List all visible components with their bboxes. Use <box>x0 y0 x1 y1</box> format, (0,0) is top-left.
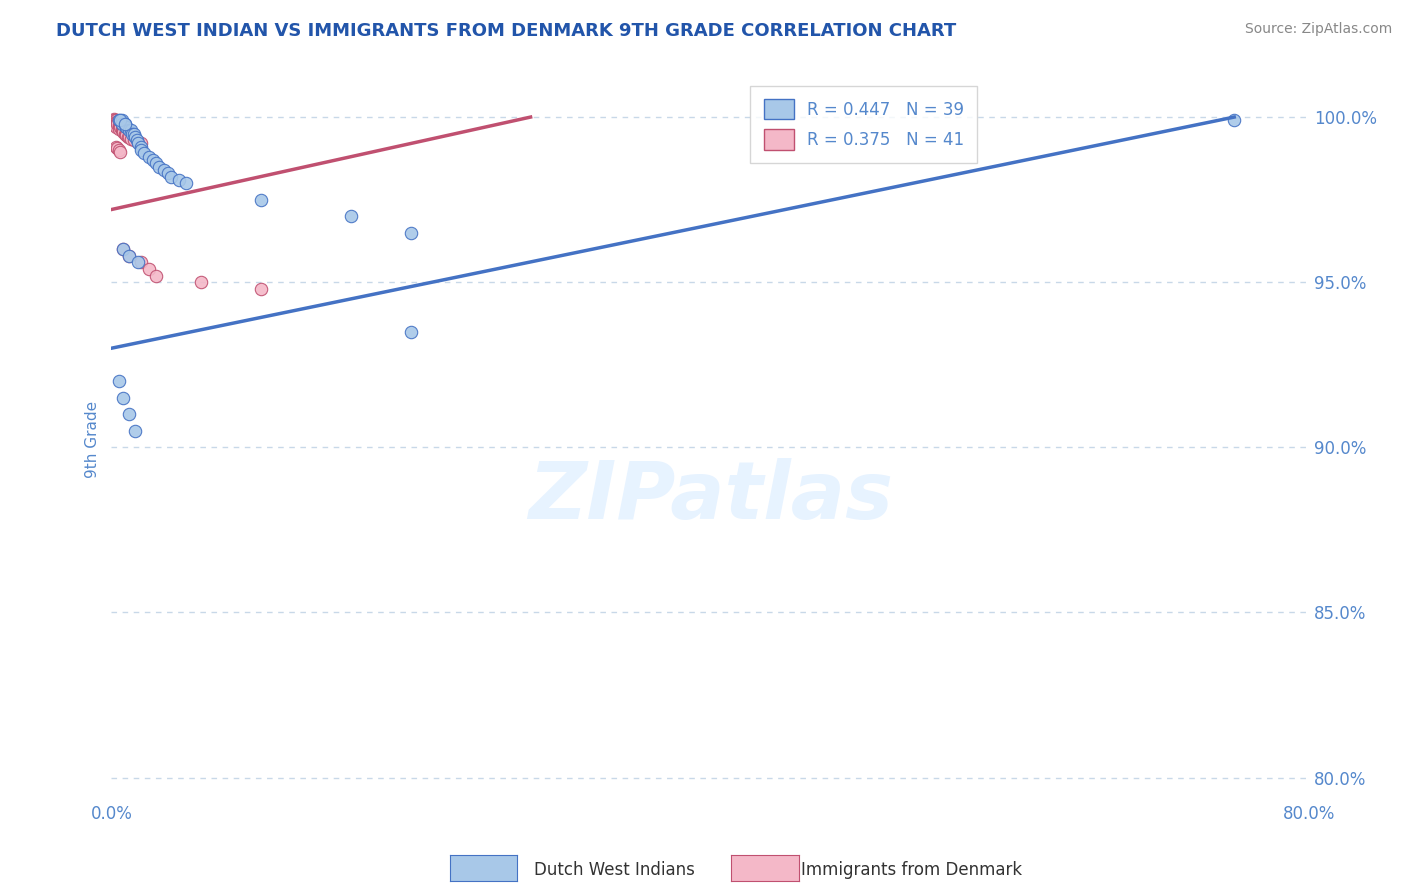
Text: Source: ZipAtlas.com: Source: ZipAtlas.com <box>1244 22 1392 37</box>
Text: Dutch West Indians: Dutch West Indians <box>534 861 695 879</box>
Point <box>110 113 132 128</box>
Point <box>174 176 197 190</box>
Point <box>103 118 125 132</box>
Point <box>145 268 167 283</box>
Point <box>104 115 127 129</box>
Point <box>108 120 131 134</box>
Point <box>120 131 142 145</box>
Point <box>340 209 363 223</box>
Point <box>108 143 131 157</box>
Y-axis label: 9th Grade: 9th Grade <box>86 401 100 477</box>
Point <box>1223 113 1246 128</box>
Point <box>118 407 141 421</box>
Text: DUTCH WEST INDIAN VS IMMIGRANTS FROM DENMARK 9TH GRADE CORRELATION CHART: DUTCH WEST INDIAN VS IMMIGRANTS FROM DEN… <box>56 22 956 40</box>
Point <box>148 160 170 174</box>
Point <box>134 146 156 161</box>
Point <box>121 127 143 141</box>
Point <box>114 127 136 141</box>
Point <box>104 117 127 131</box>
Point <box>124 129 146 144</box>
Point <box>399 325 422 339</box>
Point <box>118 129 141 144</box>
Point <box>124 424 146 438</box>
Point <box>153 162 176 177</box>
Point <box>103 113 125 128</box>
Point <box>131 143 153 157</box>
Point <box>118 249 141 263</box>
Point <box>399 226 422 240</box>
Point <box>118 123 141 137</box>
Point <box>118 249 141 263</box>
Point <box>250 282 273 296</box>
Point <box>145 156 167 170</box>
Point <box>114 117 136 131</box>
Legend: R = 0.447   N = 39, R = 0.375   N = 41: R = 0.447 N = 39, R = 0.375 N = 41 <box>751 86 977 163</box>
Point <box>115 127 138 141</box>
Point <box>108 113 131 128</box>
Point <box>112 391 135 405</box>
Point <box>104 140 127 154</box>
Point <box>122 133 145 147</box>
Point <box>131 255 153 269</box>
Point <box>115 128 138 143</box>
Point <box>112 242 135 256</box>
Point <box>115 120 138 134</box>
Point <box>131 136 153 151</box>
Point <box>250 193 273 207</box>
Point <box>125 133 148 147</box>
Point <box>108 121 131 136</box>
Point <box>104 120 127 134</box>
Point <box>110 118 132 132</box>
Point <box>127 255 149 269</box>
Point <box>120 123 142 137</box>
Point <box>104 113 127 128</box>
Point <box>112 123 135 137</box>
Point <box>142 153 165 167</box>
Point <box>131 140 153 154</box>
Point <box>190 275 212 289</box>
Point <box>122 127 145 141</box>
Point <box>127 135 149 149</box>
Point <box>103 112 125 126</box>
Point <box>157 166 180 180</box>
Point <box>160 169 183 184</box>
Point <box>117 129 139 144</box>
Point <box>104 118 127 132</box>
Point <box>111 123 134 137</box>
Point <box>167 173 190 187</box>
Point <box>105 117 128 131</box>
Point <box>114 117 136 131</box>
Point <box>115 120 138 134</box>
Point <box>138 262 160 277</box>
Point <box>111 113 134 128</box>
Point <box>112 242 135 256</box>
Point <box>111 121 134 136</box>
Point <box>110 145 132 159</box>
Point <box>112 125 135 139</box>
Point <box>110 120 132 134</box>
Point <box>103 117 125 131</box>
Point <box>111 117 134 131</box>
Point <box>138 150 160 164</box>
Point <box>108 118 131 132</box>
Point <box>103 115 125 129</box>
Point <box>105 115 128 129</box>
Point <box>108 374 131 388</box>
Text: Immigrants from Denmark: Immigrants from Denmark <box>801 861 1022 879</box>
Point <box>127 136 149 151</box>
Point <box>105 141 128 155</box>
Text: ZIPatlas: ZIPatlas <box>527 458 893 536</box>
